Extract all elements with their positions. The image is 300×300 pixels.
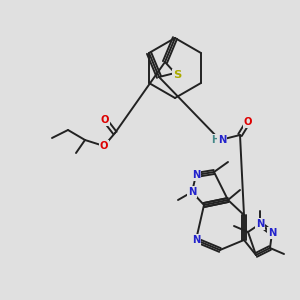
Text: N: N: [192, 170, 200, 180]
Text: N: N: [192, 235, 200, 245]
Text: O: O: [244, 117, 252, 127]
Text: S: S: [173, 70, 181, 80]
Text: O: O: [100, 141, 108, 151]
Text: N: N: [188, 187, 196, 197]
Text: N: N: [218, 135, 226, 145]
Text: N: N: [268, 228, 276, 238]
Text: N: N: [256, 219, 264, 229]
Text: H: H: [211, 135, 219, 145]
Text: O: O: [101, 115, 109, 125]
